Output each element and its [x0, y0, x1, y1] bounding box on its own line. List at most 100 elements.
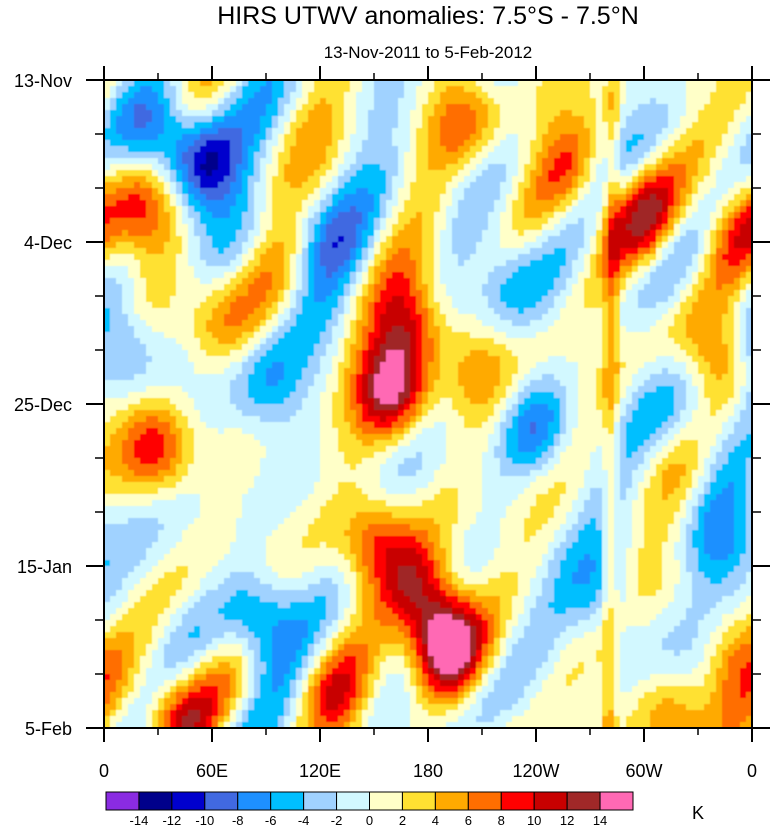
- heatmap-cell: [578, 176, 585, 183]
- heatmap-cell: [740, 188, 747, 195]
- heatmap-cell: [158, 170, 165, 177]
- heatmap-cell: [464, 338, 471, 345]
- heatmap-cell: [434, 188, 441, 195]
- heatmap-cell: [686, 134, 693, 141]
- heatmap-cell: [746, 326, 752, 333]
- heatmap-cell: [332, 290, 339, 297]
- heatmap-cell: [698, 200, 705, 207]
- heatmap-cell: [218, 116, 225, 123]
- heatmap-cell: [578, 278, 585, 285]
- heatmap-cell: [248, 248, 255, 255]
- heatmap-cell: [530, 92, 537, 99]
- heatmap-cell: [572, 212, 579, 219]
- heatmap-cell: [344, 230, 351, 237]
- heatmap-cell: [164, 314, 171, 321]
- heatmap-cell: [302, 296, 309, 303]
- heatmap-cell: [248, 314, 255, 321]
- heatmap-cell: [104, 344, 111, 351]
- heatmap-cell: [464, 230, 471, 237]
- heatmap-cell: [416, 224, 423, 231]
- heatmap-cell: [422, 278, 429, 285]
- heatmap-cell: [632, 128, 639, 135]
- heatmap-cell: [320, 290, 327, 297]
- heatmap-cell: [272, 158, 279, 165]
- heatmap-cell: [596, 116, 603, 123]
- heatmap-cell: [314, 116, 321, 123]
- heatmap-cell: [734, 344, 741, 351]
- heatmap-cell: [638, 320, 645, 327]
- heatmap-cell: [158, 128, 165, 135]
- heatmap-cell: [482, 302, 489, 309]
- heatmap-cell: [542, 212, 549, 219]
- heatmap-cell: [122, 344, 129, 351]
- heatmap-cell: [296, 326, 303, 333]
- heatmap-cell: [188, 326, 195, 333]
- heatmap-cell: [374, 314, 381, 321]
- heatmap-cell: [644, 104, 651, 111]
- heatmap-cell: [134, 116, 141, 123]
- heatmap-cell: [164, 356, 171, 363]
- heatmap-cell: [464, 152, 471, 159]
- heatmap-cell: [308, 146, 315, 153]
- heatmap-cell: [230, 80, 237, 87]
- heatmap-cell: [242, 140, 249, 147]
- heatmap-cell: [668, 140, 675, 147]
- heatmap-cell: [464, 314, 471, 321]
- heatmap-cell: [404, 188, 411, 195]
- heatmap-cell: [644, 206, 651, 213]
- heatmap-cell: [326, 182, 333, 189]
- heatmap-cell: [242, 338, 249, 345]
- heatmap-cell: [506, 224, 513, 231]
- heatmap-cell: [650, 212, 657, 219]
- heatmap-cell: [308, 266, 315, 273]
- heatmap-cell: [122, 134, 129, 141]
- heatmap-cell: [530, 158, 537, 165]
- heatmap-cell: [584, 290, 591, 297]
- heatmap-cell: [584, 254, 591, 261]
- heatmap-cell: [542, 248, 549, 255]
- heatmap-cell: [248, 110, 255, 117]
- heatmap-cell: [662, 278, 669, 285]
- heatmap-cell: [746, 158, 752, 165]
- heatmap-cell: [500, 98, 507, 105]
- heatmap-cell: [614, 266, 621, 273]
- heatmap-cell: [566, 176, 573, 183]
- heatmap-cell: [428, 236, 435, 243]
- heatmap-cell: [146, 314, 153, 321]
- heatmap-cell: [218, 254, 225, 261]
- heatmap-cell: [602, 338, 609, 345]
- heatmap-cell: [722, 314, 729, 321]
- heatmap-cell: [512, 92, 519, 99]
- heatmap-cell: [308, 350, 315, 357]
- heatmap-cell: [404, 140, 411, 147]
- heatmap-cell: [278, 248, 285, 255]
- heatmap-cell: [548, 134, 555, 141]
- heatmap-cell: [578, 230, 585, 237]
- heatmap-cell: [332, 248, 339, 255]
- heatmap-cell: [728, 272, 735, 279]
- heatmap-cell: [110, 224, 117, 231]
- heatmap-cell: [422, 302, 429, 309]
- heatmap-cell: [746, 110, 752, 117]
- heatmap-cell: [302, 338, 309, 345]
- heatmap-cell: [314, 92, 321, 99]
- heatmap-cell: [392, 206, 399, 213]
- heatmap-cell: [200, 212, 207, 219]
- heatmap-cell: [380, 344, 387, 351]
- heatmap-cell: [644, 218, 651, 225]
- heatmap-cell: [518, 152, 525, 159]
- heatmap-cell: [404, 236, 411, 243]
- heatmap-cell: [362, 80, 369, 87]
- heatmap-cell: [662, 104, 669, 111]
- heatmap-cell: [614, 314, 621, 321]
- heatmap-cell: [230, 302, 237, 309]
- heatmap-cell: [542, 332, 549, 339]
- heatmap-cell: [146, 104, 153, 111]
- heatmap-cell: [560, 128, 567, 135]
- heatmap-cell: [524, 344, 531, 351]
- heatmap-cell: [362, 332, 369, 339]
- heatmap-cell: [698, 224, 705, 231]
- heatmap-cell: [590, 80, 597, 87]
- heatmap-cell: [644, 182, 651, 189]
- heatmap-cell: [680, 80, 687, 87]
